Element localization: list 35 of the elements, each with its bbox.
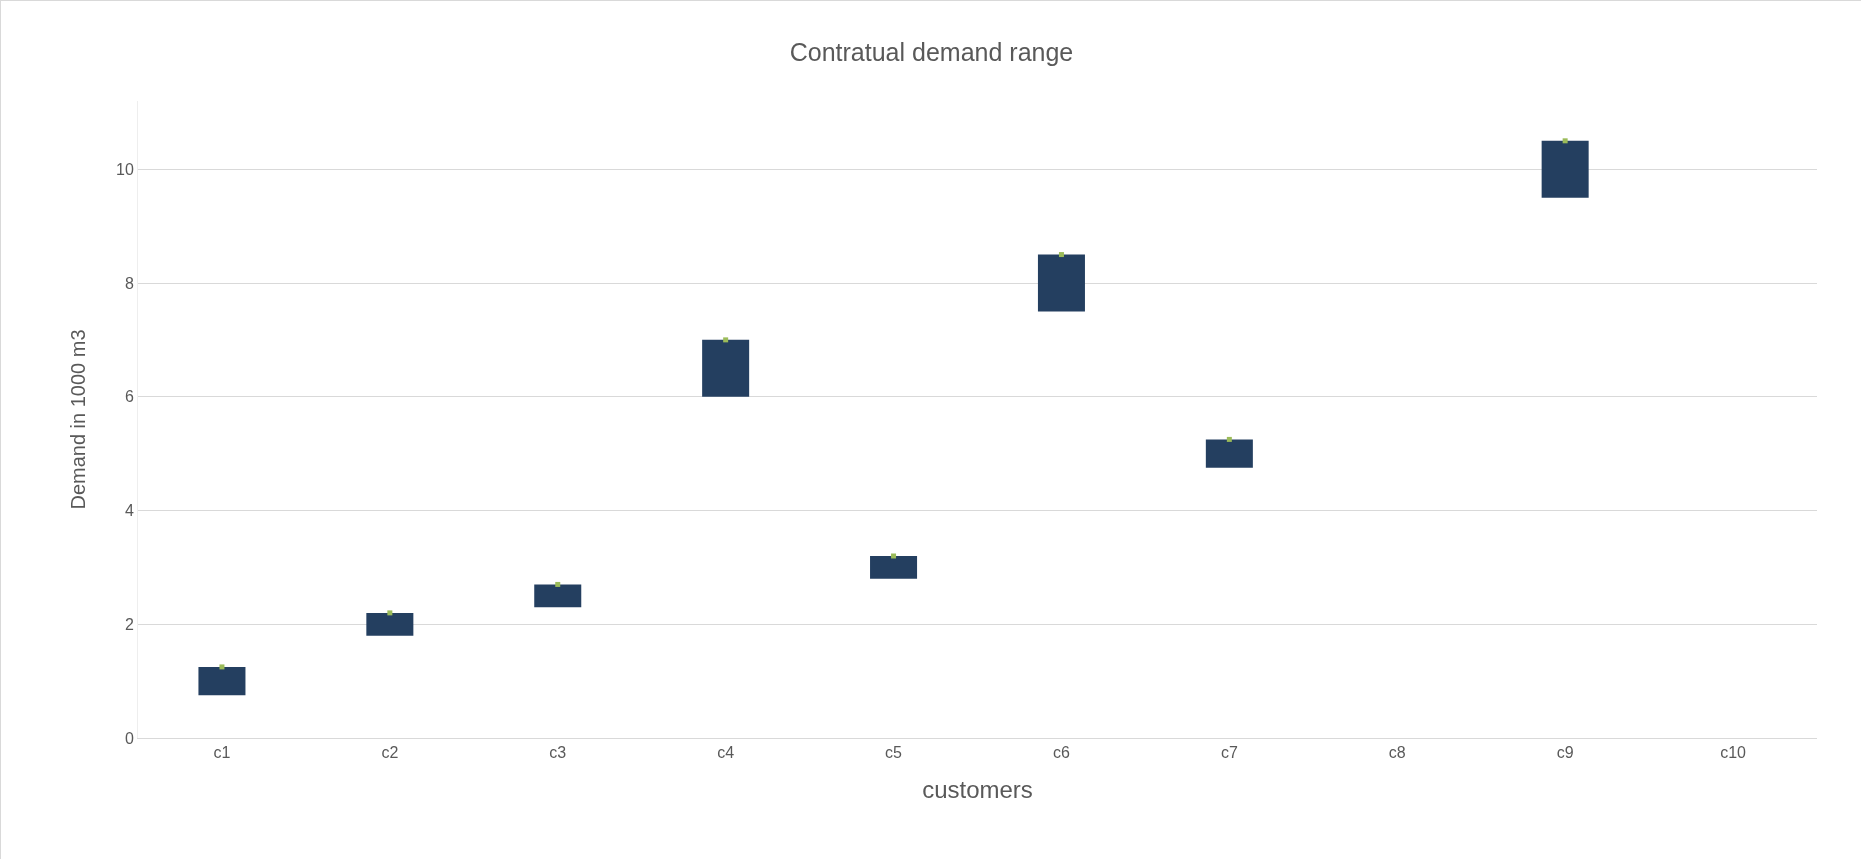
bar: [702, 339, 750, 397]
y-tick-label: 10: [116, 160, 134, 178]
x-tick-label: c4: [717, 744, 735, 762]
y-axis-title: Demand in 1000 m3: [66, 329, 89, 510]
bar: [1541, 140, 1589, 198]
bar: [870, 556, 918, 579]
point: [891, 553, 897, 559]
bar: [198, 666, 246, 696]
point: [1226, 436, 1232, 442]
x-tick-label: c1: [213, 744, 231, 762]
bar: [534, 584, 582, 608]
point: [219, 664, 225, 670]
chart-title: Contratual demand range: [789, 38, 1074, 67]
x-tick-label: c10: [1720, 744, 1747, 762]
x-tick-label: c7: [1220, 744, 1238, 762]
point: [387, 610, 393, 616]
x-tick-label: c6: [1053, 744, 1070, 762]
x-tick-label: c2: [381, 744, 399, 762]
bar: [366, 612, 414, 636]
point: [555, 581, 561, 587]
point: [1058, 252, 1064, 258]
x-tick-label: c9: [1556, 744, 1574, 762]
x-tick-label: c5: [885, 744, 903, 762]
x-axis-title: customers: [922, 775, 1033, 803]
y-tick-label: 8: [124, 274, 134, 292]
point: [723, 337, 729, 343]
y-tick-label: 4: [124, 502, 134, 520]
y-tick-label: 2: [124, 615, 134, 633]
y-tick-label: 0: [124, 729, 134, 747]
bar: [1205, 439, 1253, 468]
point: [1562, 138, 1568, 144]
x-tick-label: c3: [549, 744, 567, 762]
y-tick-label: 6: [124, 388, 134, 406]
bar: [1037, 254, 1085, 312]
x-tick-label: c8: [1388, 744, 1406, 762]
